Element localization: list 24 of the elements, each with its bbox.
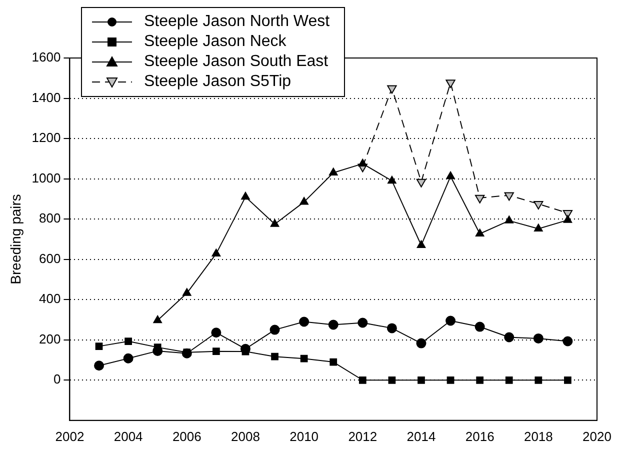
x-tick-label: 2002 [55,428,84,444]
x-tick-label: 2012 [348,428,378,444]
legend-label: Steeple Jason Neck [144,32,286,52]
x-tick-label: 2020 [582,428,612,444]
y-tick-label: 200 [39,331,61,346]
x-tick-label: 2018 [524,428,553,444]
x-tick-label: 2004 [114,428,143,444]
y-tick-label: 800 [39,210,61,226]
x-tick-label: 2016 [465,428,494,444]
x-tick-label: 2008 [231,428,260,444]
y-tick-label: 600 [39,250,61,266]
x-tick-label: 2006 [172,428,202,444]
legend-label: Steeple Jason South East [144,52,328,72]
x-tick-label: 2010 [290,428,319,444]
y-tick-label: 1000 [32,170,61,186]
y-axis-title: Breeding pairs [7,194,24,284]
y-tick-label: 0 [53,372,61,387]
legend-label: Steeple Jason North West [144,12,330,32]
legend-label: Steeple Jason S5Tip [144,72,292,92]
y-tick-label: 1400 [32,90,61,105]
y-tick-label: 400 [39,291,61,306]
y-tick-label: 1600 [32,50,61,65]
x-tick-label: 2014 [406,428,436,444]
y-tick-label: 1200 [32,130,61,146]
